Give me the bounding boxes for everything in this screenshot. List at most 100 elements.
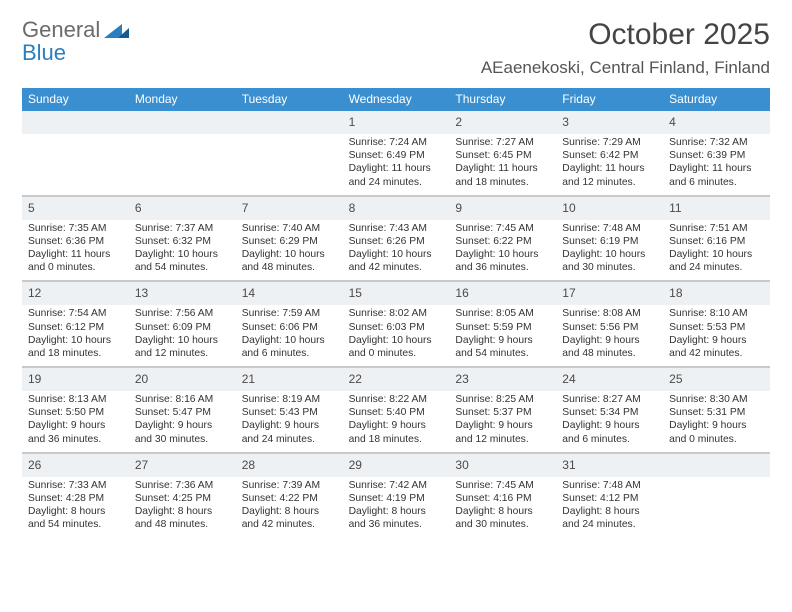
week-row: 26Sunrise: 7:33 AMSunset: 4:28 PMDayligh…: [22, 452, 770, 538]
dow-tuesday: Tuesday: [236, 88, 343, 111]
day-number: 11: [669, 201, 681, 215]
day-details: Sunrise: 7:48 AMSunset: 6:19 PMDaylight:…: [562, 222, 657, 275]
day-number-row: 26: [22, 454, 129, 477]
day-number-row: 21: [236, 368, 343, 391]
day-detail-line: Sunset: 4:12 PM: [562, 492, 657, 505]
day-detail-line: Sunrise: 7:54 AM: [28, 307, 123, 320]
day-cell: 20Sunrise: 8:16 AMSunset: 5:47 PMDayligh…: [129, 366, 236, 452]
day-empty: 0: [129, 111, 236, 195]
day-number: 27: [135, 458, 148, 472]
day-number-row: 7: [236, 197, 343, 220]
day-details: Sunrise: 7:59 AMSunset: 6:06 PMDaylight:…: [242, 307, 337, 360]
day-number-row: 2: [449, 111, 556, 134]
day-cell: 14Sunrise: 7:59 AMSunset: 6:06 PMDayligh…: [236, 280, 343, 366]
day-cell: 6Sunrise: 7:37 AMSunset: 6:32 PMDaylight…: [129, 195, 236, 281]
day-number: 10: [562, 201, 575, 215]
day-detail-line: and 54 minutes.: [135, 261, 230, 274]
day-detail-line: Sunset: 4:25 PM: [135, 492, 230, 505]
day-details: Sunrise: 8:05 AMSunset: 5:59 PMDaylight:…: [455, 307, 550, 360]
day-detail-line: Daylight: 9 hours: [28, 419, 123, 432]
day-detail-line: Sunrise: 7:29 AM: [562, 136, 657, 149]
day-details: Sunrise: 8:19 AMSunset: 5:43 PMDaylight:…: [242, 393, 337, 446]
day-detail-line: Daylight: 9 hours: [562, 419, 657, 432]
day-detail-line: and 42 minutes.: [349, 261, 444, 274]
day-detail-line: Sunset: 5:34 PM: [562, 406, 657, 419]
day-detail-line: Daylight: 10 hours: [349, 334, 444, 347]
day-detail-line: Daylight: 9 hours: [455, 334, 550, 347]
day-detail-line: Sunrise: 8:13 AM: [28, 393, 123, 406]
day-detail-line: Sunrise: 7:56 AM: [135, 307, 230, 320]
day-details: Sunrise: 8:16 AMSunset: 5:47 PMDaylight:…: [135, 393, 230, 446]
day-empty: 0: [236, 111, 343, 195]
day-detail-line: Daylight: 11 hours: [562, 162, 657, 175]
day-number-row: 23: [449, 368, 556, 391]
day-number: 18: [669, 286, 682, 300]
day-detail-line: and 36 minutes.: [349, 518, 444, 531]
day-detail-line: Sunrise: 8:02 AM: [349, 307, 444, 320]
day-detail-line: Sunrise: 7:48 AM: [562, 479, 657, 492]
day-detail-line: and 24 minutes.: [562, 518, 657, 531]
day-details: Sunrise: 8:25 AMSunset: 5:37 PMDaylight:…: [455, 393, 550, 446]
day-details: Sunrise: 7:45 AMSunset: 6:22 PMDaylight:…: [455, 222, 550, 275]
day-detail-line: Sunrise: 8:27 AM: [562, 393, 657, 406]
day-number-row: 22: [343, 368, 450, 391]
logo: General Blue: [22, 18, 130, 64]
day-number: 30: [455, 458, 468, 472]
day-detail-line: Sunrise: 7:35 AM: [28, 222, 123, 235]
title-block: October 2025 AEaenekoski, Central Finlan…: [481, 18, 770, 78]
day-cell: 8 Sunrise: 7:43 AMSunset: 6:26 PMDaylight…: [343, 195, 450, 281]
day-detail-line: and 6 minutes.: [562, 433, 657, 446]
day-number: 24: [562, 372, 575, 386]
day-detail-line: Daylight: 10 hours: [28, 334, 123, 347]
day-detail-line: Sunset: 5:47 PM: [135, 406, 230, 419]
day-cell: 16Sunrise: 8:05 AMSunset: 5:59 PMDayligh…: [449, 280, 556, 366]
day-detail-line: Daylight: 11 hours: [28, 248, 123, 261]
day-number-row: 31: [556, 454, 663, 477]
day-detail-line: Daylight: 8 hours: [349, 505, 444, 518]
logo-word2: Blue: [22, 40, 66, 65]
day-number: 9: [455, 201, 462, 215]
day-empty: 0: [22, 111, 129, 195]
day-details: Sunrise: 7:43 AMSunset: 6:26 PMDaylight:…: [349, 222, 444, 275]
day-details: Sunrise: 7:35 AMSunset: 6:36 PMDaylight:…: [28, 222, 123, 275]
day-detail-line: and 48 minutes.: [562, 347, 657, 360]
day-details: Sunrise: 8:13 AMSunset: 5:50 PMDaylight:…: [28, 393, 123, 446]
day-detail-line: Sunset: 6:03 PM: [349, 321, 444, 334]
day-detail-line: Sunrise: 7:42 AM: [349, 479, 444, 492]
dow-thursday: Thursday: [449, 88, 556, 111]
day-detail-line: and 30 minutes.: [562, 261, 657, 274]
day-detail-line: Sunrise: 8:22 AM: [349, 393, 444, 406]
day-detail-line: Sunrise: 8:10 AM: [669, 307, 764, 320]
day-number-row: 30: [449, 454, 556, 477]
day-detail-line: Sunset: 4:19 PM: [349, 492, 444, 505]
dow-sunday: Sunday: [22, 88, 129, 111]
day-number-row: 12: [22, 282, 129, 305]
day-cell: 26Sunrise: 7:33 AMSunset: 4:28 PMDayligh…: [22, 452, 129, 538]
day-details: Sunrise: 7:48 AMSunset: 4:12 PMDaylight:…: [562, 479, 657, 532]
day-detail-line: Daylight: 8 hours: [28, 505, 123, 518]
day-detail-line: Daylight: 11 hours: [349, 162, 444, 175]
day-number: 8: [349, 201, 356, 215]
day-detail-line: Daylight: 11 hours: [669, 162, 764, 175]
day-cell: 30Sunrise: 7:45 AMSunset: 4:16 PMDayligh…: [449, 452, 556, 538]
day-detail-line: Sunrise: 7:43 AM: [349, 222, 444, 235]
day-detail-line: and 18 minutes.: [349, 433, 444, 446]
day-detail-line: Daylight: 10 hours: [562, 248, 657, 261]
day-detail-line: Sunrise: 8:19 AM: [242, 393, 337, 406]
day-details: Sunrise: 8:08 AMSunset: 5:56 PMDaylight:…: [562, 307, 657, 360]
day-detail-line: Sunset: 6:45 PM: [455, 149, 550, 162]
day-detail-line: Daylight: 9 hours: [455, 419, 550, 432]
day-cell: 11Sunrise: 7:51 AMSunset: 6:16 PMDayligh…: [663, 195, 770, 281]
day-detail-line: Sunset: 6:26 PM: [349, 235, 444, 248]
day-number: 2: [455, 115, 462, 129]
day-detail-line: Sunrise: 7:51 AM: [669, 222, 764, 235]
day-cell: 7Sunrise: 7:40 AMSunset: 6:29 PMDaylight…: [236, 195, 343, 281]
day-cell: 1Sunrise: 7:24 AMSunset: 6:49 PMDaylight…: [343, 111, 450, 195]
day-detail-line: Daylight: 8 hours: [455, 505, 550, 518]
day-detail-line: Sunrise: 7:39 AM: [242, 479, 337, 492]
day-number: 29: [349, 458, 362, 472]
day-details: Sunrise: 8:10 AMSunset: 5:53 PMDaylight:…: [669, 307, 764, 360]
day-detail-line: and 24 minutes.: [349, 176, 444, 189]
day-detail-line: and 42 minutes.: [242, 518, 337, 531]
day-detail-line: Sunset: 6:49 PM: [349, 149, 444, 162]
